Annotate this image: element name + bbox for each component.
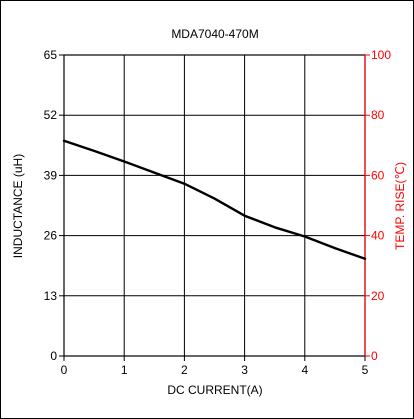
- y-tick-label: 13: [44, 289, 58, 303]
- grid: [64, 55, 365, 356]
- y-tick-label: 26: [44, 229, 58, 243]
- y-tick-label: 39: [44, 168, 58, 182]
- right-axis-ticks: 0 20 40 60 80 100: [364, 48, 391, 363]
- x-tick-label: 1: [121, 363, 128, 377]
- x-axis-label: DC CURRENT(A): [167, 383, 262, 397]
- x-tick-label: 3: [241, 363, 248, 377]
- x-tick-label: 5: [362, 363, 369, 377]
- y2-tick-label: 60: [371, 168, 385, 182]
- chart-title: MDA7040-470M: [171, 27, 258, 41]
- x-tick-label: 2: [181, 363, 188, 377]
- y2-tick-label: 20: [371, 289, 385, 303]
- left-axis-ticks: 0 13 26 39 52 65: [44, 48, 64, 363]
- x-tick-label: 4: [301, 363, 308, 377]
- y-tick-label: 0: [50, 349, 57, 363]
- y-tick-label: 65: [44, 48, 58, 62]
- y2-tick-label: 40: [371, 229, 385, 243]
- y2-tick-label: 100: [371, 48, 391, 62]
- y2-tick-label: 80: [371, 108, 385, 122]
- plot-area: [63, 54, 366, 357]
- y2-tick-label: 0: [371, 349, 378, 363]
- y-tick-label: 52: [44, 108, 58, 122]
- inductance-curve: [62, 139, 367, 260]
- x-tick-label: 0: [61, 363, 68, 377]
- y2-axis-label: TEMP. RISE(℃): [393, 162, 407, 250]
- x-axis-ticks: 0 1 2 3 4 5: [61, 356, 369, 377]
- y-axis-label: INDUCTANCE (uH): [11, 154, 25, 258]
